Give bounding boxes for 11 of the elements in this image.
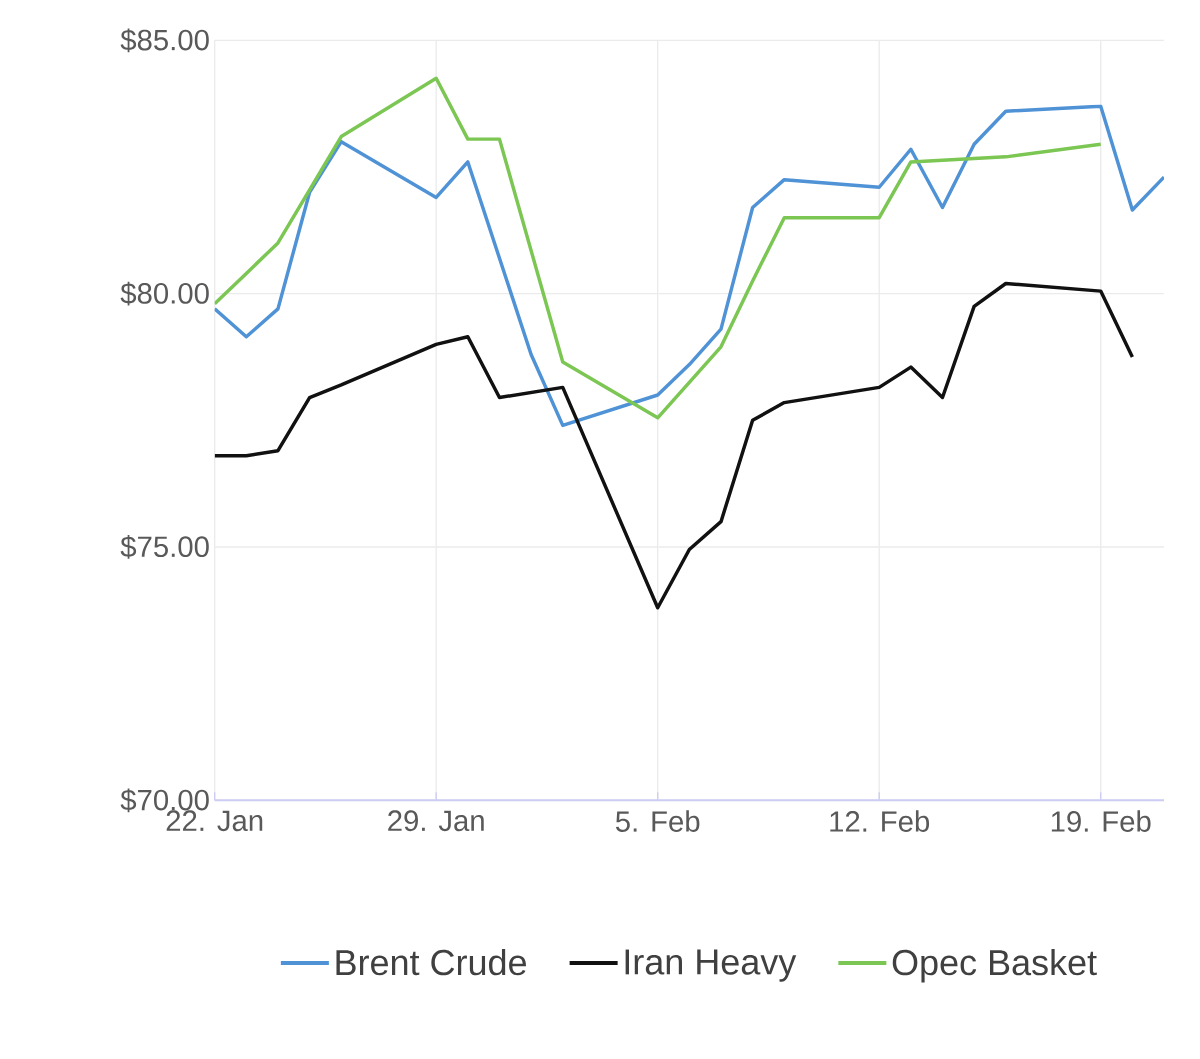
x-tick-label: 29. Jan: [388, 810, 484, 832]
x-tick-label: 19. Feb: [1051, 810, 1151, 832]
x-tick-label: 12. Feb: [830, 810, 930, 832]
legend-label: Brent Crude: [336, 948, 526, 976]
legend-label: Iran Heavy: [625, 949, 797, 982]
x-tick-label: 5. Feb: [615, 810, 700, 832]
y-tick-label: $80.00: [120, 281, 209, 306]
line-series: [214, 104, 1164, 428]
y-tick-label: $85.00: [120, 28, 209, 53]
legend-label: Opec Basket: [892, 948, 1097, 983]
y-tick-label: $75.00: [120, 535, 209, 559]
